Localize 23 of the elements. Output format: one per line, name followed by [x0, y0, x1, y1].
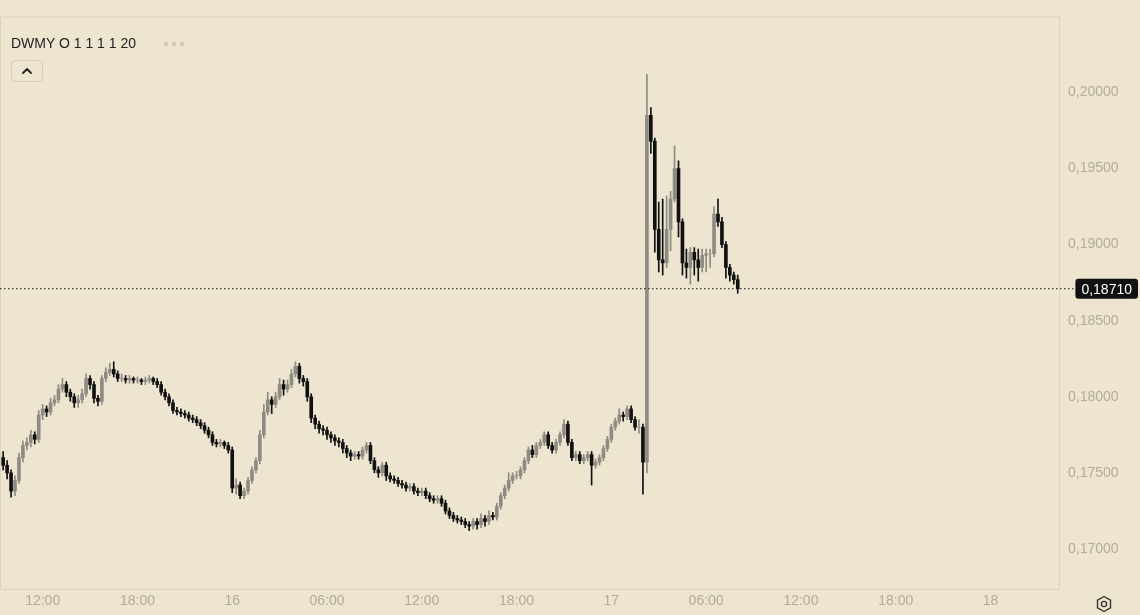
x-tick-label: 16	[224, 592, 241, 609]
x-tick-label: 18:00	[878, 592, 914, 609]
x-tick-label: 18:00	[499, 592, 535, 609]
x-tick-label: 12:00	[25, 592, 61, 609]
x-tick-label: 12:00	[783, 592, 819, 609]
annotation: DWMY O 1 1 1 1 20	[11, 35, 137, 51]
y-tick-label: 0,19000	[1068, 235, 1119, 252]
candlestick	[704, 248, 708, 273]
ref-line-label: 0,18710	[1081, 280, 1133, 297]
y-tick-label: 0,18000	[1068, 387, 1119, 404]
y-tick-label: 0,17000	[1068, 539, 1119, 556]
y-tick-label: 0,18500	[1068, 311, 1119, 328]
y-tick-label: 0,20000	[1068, 83, 1119, 100]
candlestick	[637, 419, 641, 434]
x-tick-label: 17	[603, 592, 620, 609]
y-tick-label: 0,19500	[1068, 159, 1119, 176]
candlestick	[467, 521, 472, 531]
x-tick-label: 18:00	[119, 592, 156, 609]
x-tick-label: 06:00	[688, 592, 724, 609]
x-tick-label: 12:00	[404, 592, 440, 609]
y-tick-label: 0,17500	[1068, 463, 1119, 480]
x-tick-label: 06:00	[309, 592, 345, 609]
x-tick-label: 18	[982, 592, 999, 609]
